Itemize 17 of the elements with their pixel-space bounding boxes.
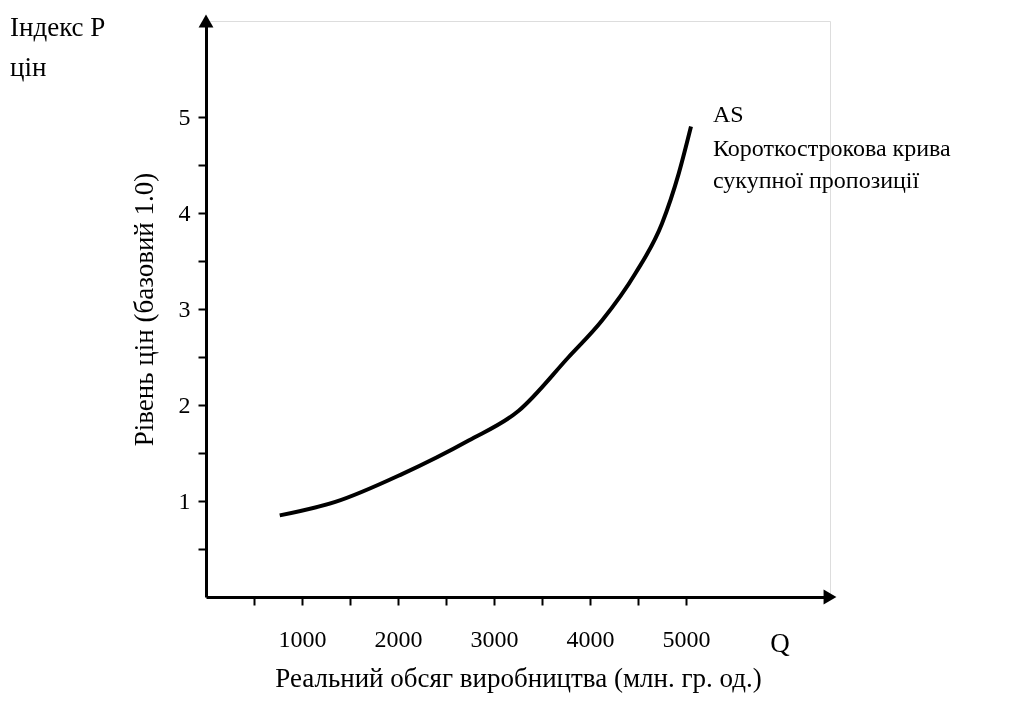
- y-axis-title: Рівень цін (базовий 1.0): [128, 172, 159, 447]
- series-label: AS: [712, 100, 744, 127]
- x-tick-label: 2000: [374, 625, 423, 652]
- y-tick-label: 5: [178, 103, 191, 130]
- y-tick-label: 3: [178, 295, 191, 322]
- annotation: Короткострокова крива сукупної пропозиції: [712, 134, 952, 193]
- x-tick-label: 4000: [566, 625, 615, 652]
- x-tick-label: 1000: [278, 625, 327, 652]
- x-tick-label: 5000: [662, 625, 711, 652]
- text: Індекс P цін: [10, 12, 106, 82]
- y-tick-label: 1: [178, 487, 191, 514]
- line-series: [277, 124, 693, 518]
- x-tick-label: 3000: [470, 625, 519, 652]
- text: Q: [770, 628, 791, 658]
- y-tick-label: 4: [178, 199, 191, 226]
- x-axis-title: Реальний обсяг виробництва (млн. гр. од.): [275, 662, 762, 693]
- y-tick-label: 2: [178, 391, 191, 418]
